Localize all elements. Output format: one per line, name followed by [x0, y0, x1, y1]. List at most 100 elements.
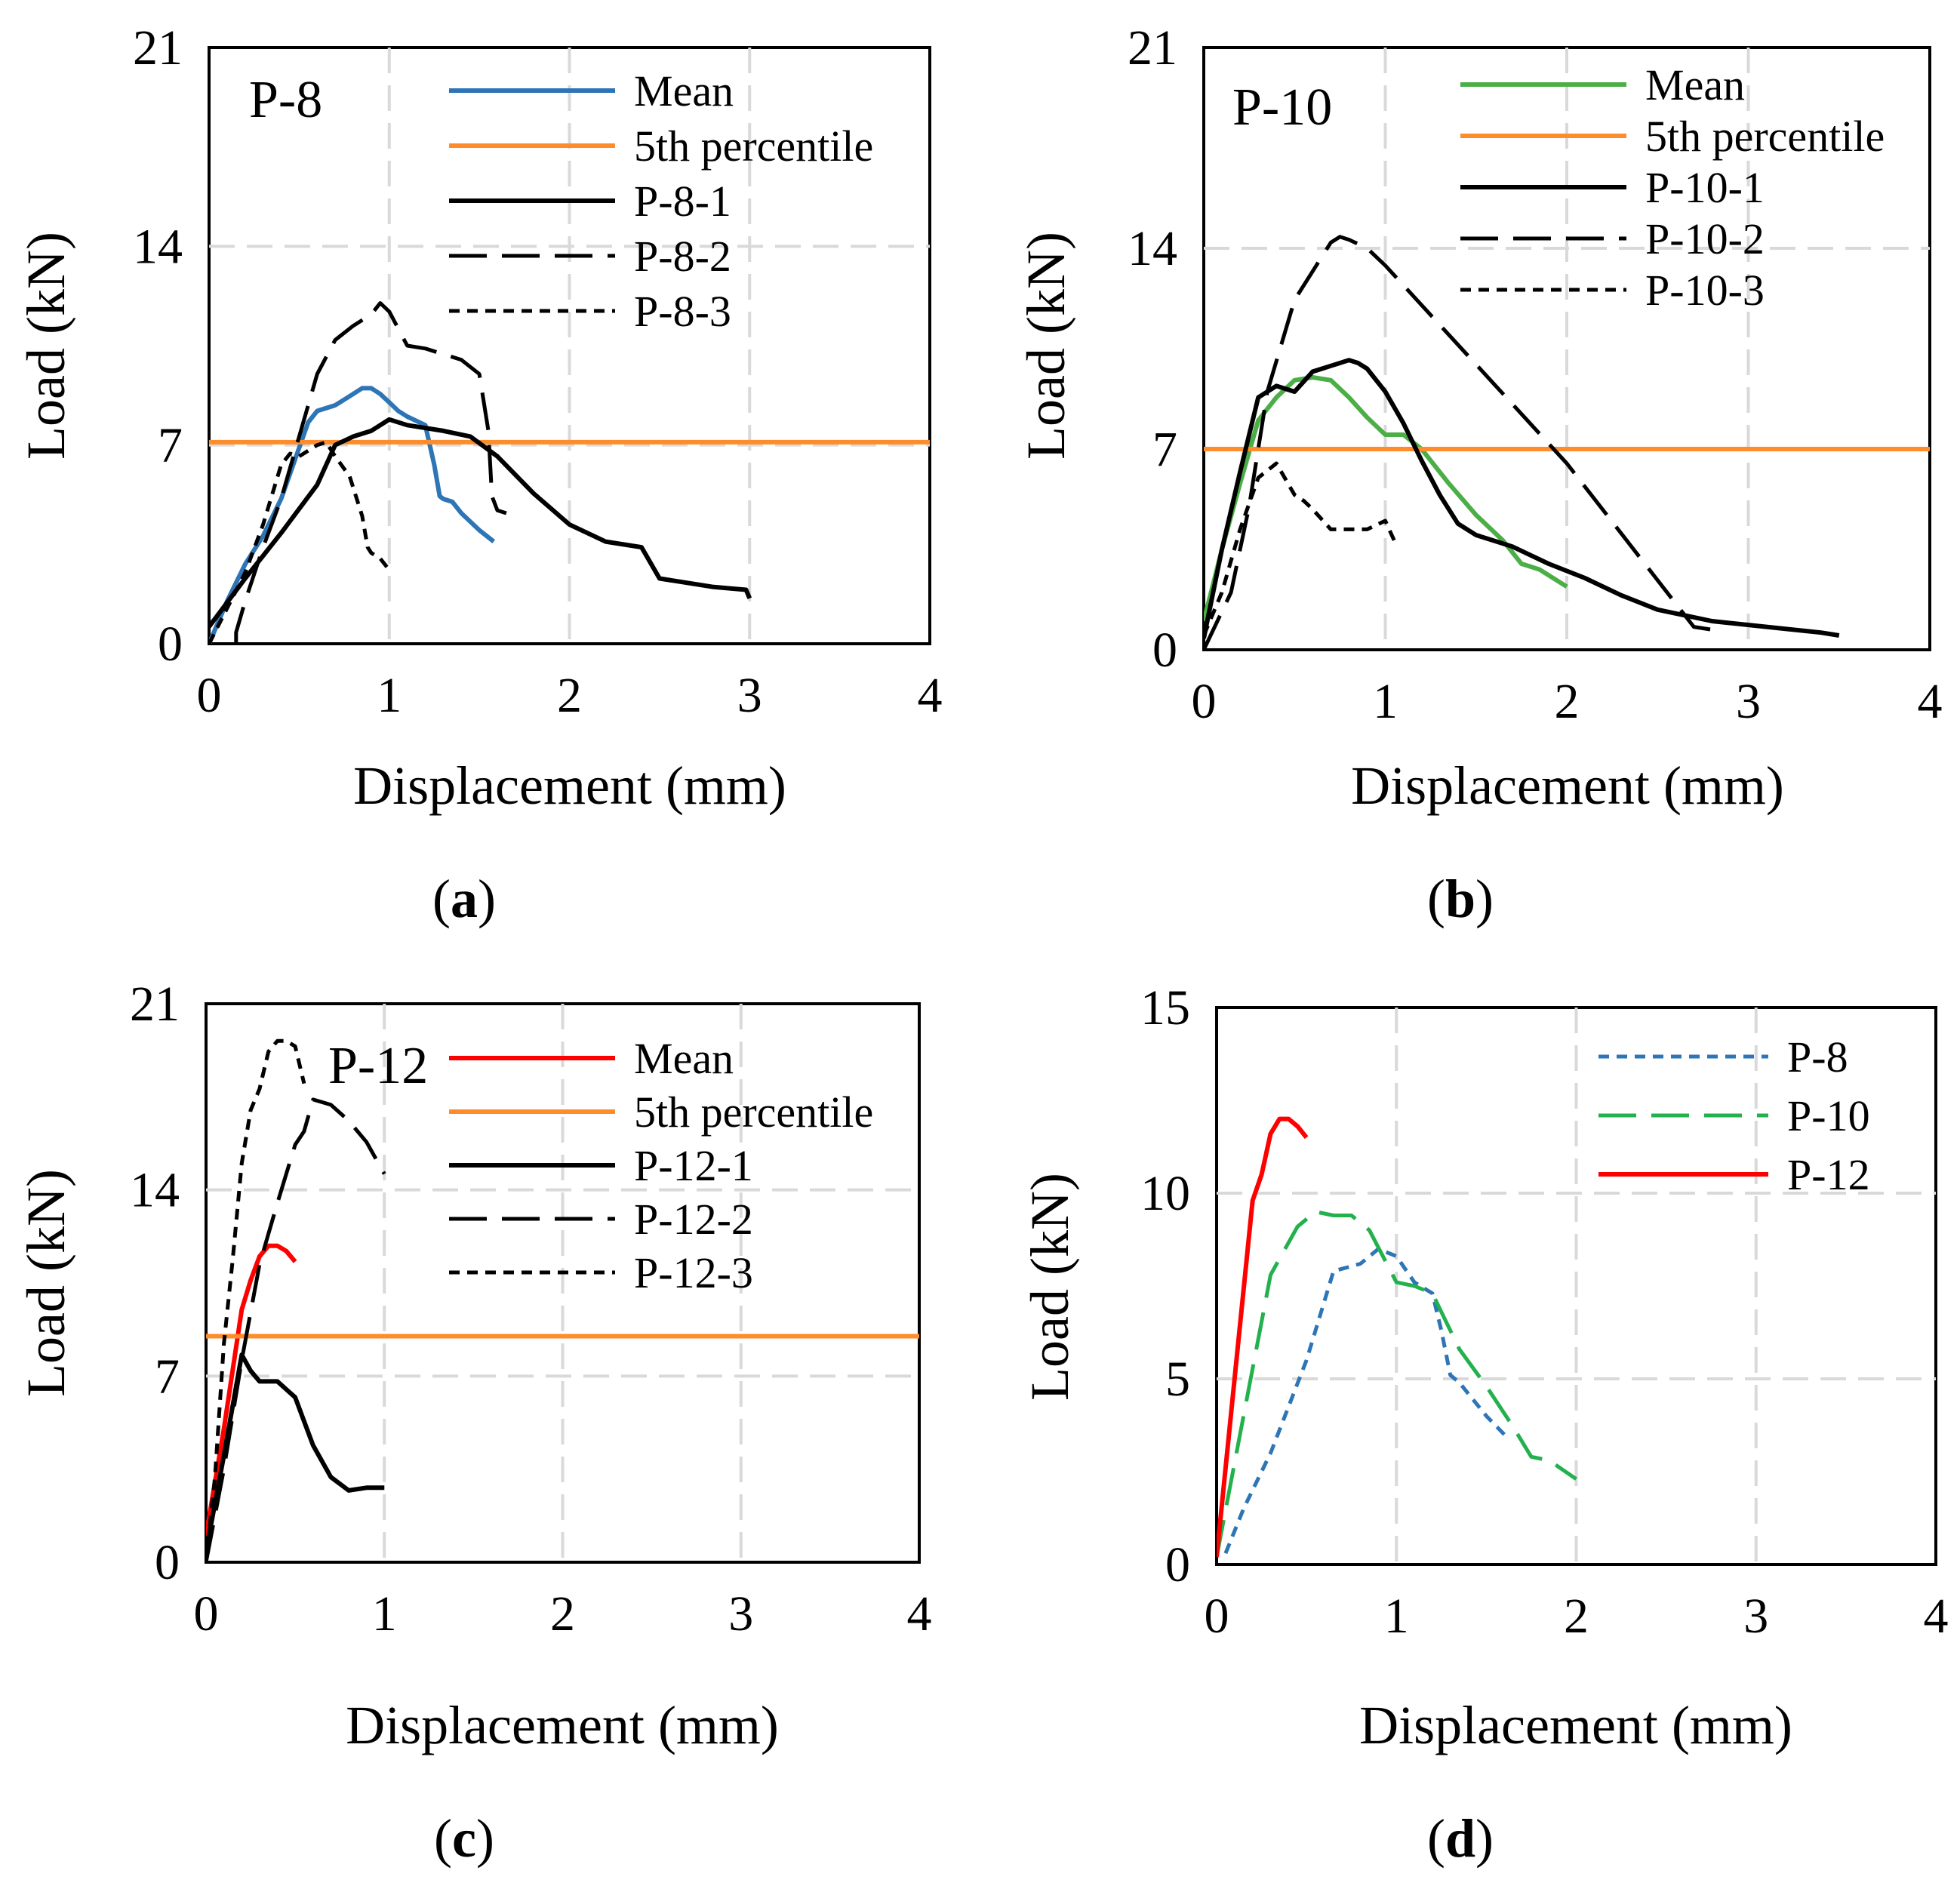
- x-tick-label: 1: [372, 1586, 397, 1641]
- panel-title-b: P-10: [1232, 78, 1332, 137]
- x-axis-label-c: Displacement (mm): [346, 1695, 779, 1755]
- y-tick-label: 7: [158, 418, 183, 473]
- x-tick-label: 1: [1373, 674, 1398, 729]
- series-line-p-10-3: [1204, 461, 1396, 636]
- caption-letter-d: d: [1445, 1808, 1475, 1869]
- y-tick-label: 10: [1140, 1166, 1190, 1221]
- legend-label: P-8-2: [634, 232, 731, 281]
- chart-marks-d: [1217, 1008, 1936, 1564]
- legend-d: P-8 P-10 P-12: [1598, 1032, 1870, 1199]
- legend-label: Mean: [634, 1034, 734, 1083]
- series-group: [209, 301, 930, 644]
- legend-label: P-8: [1787, 1032, 1848, 1081]
- caption-c: (c): [434, 1808, 494, 1869]
- x-tick-label: 0: [194, 1586, 219, 1641]
- y-tick-label: 21: [130, 977, 180, 1032]
- series-line-p-10-2: [1204, 235, 1712, 650]
- y-tick-label: 0: [1165, 1537, 1190, 1592]
- x-tick-label: 4: [1918, 674, 1943, 729]
- y-tick-label: 0: [158, 617, 183, 672]
- legend-label: Mean: [634, 66, 734, 115]
- series-line-mean: [209, 386, 496, 644]
- series-line-p-10: [1217, 1210, 1577, 1558]
- legend-label: P-12-1: [634, 1141, 753, 1190]
- y-tick-label: 14: [1128, 221, 1177, 276]
- series-line-p-12-1: [206, 1352, 385, 1552]
- series-line-p-8-2: [234, 301, 507, 644]
- y-tick-label: 21: [133, 20, 183, 75]
- x-axis-label-a: Displacement (mm): [353, 755, 786, 816]
- caption-letter-c: c: [452, 1808, 476, 1869]
- legend-label: P-10-3: [1645, 266, 1765, 315]
- legend-label: P-10: [1787, 1091, 1870, 1140]
- series-line-p-8-3: [209, 440, 391, 644]
- series-line-p-10-1: [1204, 358, 1840, 639]
- panel-title-a: P-8: [249, 71, 322, 129]
- y-axis-label-c: Load (kN): [16, 1169, 76, 1397]
- x-tick-label: 1: [377, 668, 402, 723]
- x-tick-label: 3: [728, 1586, 753, 1641]
- y-axis-label-a: Load (kN): [16, 232, 76, 460]
- legend-label: P-12-3: [634, 1248, 753, 1297]
- caption-a: (a): [432, 869, 496, 929]
- legend-a: Mean 5th percentile P-8-1 P-8-2 P-8-3: [449, 66, 873, 336]
- panel-a: P-8 Mean 5th percentile P-8-1 P-8-2 P-8-3 Di…: [16, 20, 943, 929]
- x-tick-label: 2: [1564, 1589, 1589, 1644]
- x-tick-label: 0: [1205, 1589, 1229, 1644]
- y-tick-label: 21: [1128, 20, 1177, 75]
- y-axis-label-d: Load (kN): [1020, 1173, 1080, 1401]
- y-tick-label: 0: [1152, 623, 1177, 678]
- y-tick-label: 14: [133, 219, 183, 274]
- x-tick-label: 4: [907, 1586, 932, 1641]
- y-tick-label: 14: [130, 1163, 180, 1218]
- x-tick-label: 1: [1384, 1589, 1409, 1644]
- x-axis-label-d: Displacement (mm): [1359, 1695, 1792, 1755]
- y-tick-label: 5: [1165, 1352, 1190, 1407]
- series-line-mean: [1204, 375, 1568, 622]
- legend-label: Mean: [1645, 60, 1745, 109]
- chart-marks-b: [1204, 48, 1930, 650]
- x-tick-label: 4: [918, 668, 943, 723]
- legend-label: P-12-2: [634, 1195, 753, 1244]
- series-group: [1217, 1116, 1577, 1558]
- series-line-p-12-2: [206, 1097, 386, 1562]
- legend-label: 5th percentile: [634, 1088, 873, 1137]
- caption-letter-b: b: [1445, 869, 1475, 929]
- y-tick-label: 7: [1152, 422, 1177, 477]
- y-tick-label: 15: [1140, 980, 1190, 1035]
- series-line-mean: [206, 1243, 297, 1537]
- series-group: [206, 1038, 919, 1562]
- legend-label: P-10-2: [1645, 214, 1765, 263]
- series-line-p-8: [1223, 1247, 1506, 1555]
- legend-label: P-8-1: [634, 177, 731, 226]
- series-line-p-8-1: [209, 417, 752, 629]
- caption-letter-a: a: [451, 869, 478, 929]
- legend-label: P-12: [1787, 1150, 1870, 1199]
- legend-label: 5th percentile: [634, 122, 873, 171]
- panel-d: P-8P-10P-12 Displacement (mm) Load (kN) …: [1020, 980, 1949, 1869]
- panel-title-c: P-12: [328, 1037, 428, 1095]
- x-tick-label: 3: [737, 668, 762, 723]
- caption-d: (d): [1427, 1808, 1494, 1869]
- y-axis-label-b: Load (kN): [1016, 232, 1076, 460]
- chart-marks-c: [206, 1004, 919, 1562]
- x-tick-label: 2: [557, 668, 582, 723]
- y-tick-label: 7: [155, 1349, 180, 1404]
- x-tick-label: 0: [197, 668, 222, 723]
- caption-b: (b): [1427, 869, 1494, 929]
- x-tick-label: 2: [550, 1586, 575, 1641]
- series-group: [1204, 235, 1930, 650]
- legend-label: P-8-3: [634, 287, 731, 336]
- y-tick-label: 0: [155, 1535, 180, 1590]
- x-axis-label-b: Displacement (mm): [1351, 755, 1784, 816]
- legend-label: 5th percentile: [1645, 112, 1885, 161]
- series-line-p-12: [1217, 1116, 1309, 1558]
- x-tick-label: 0: [1192, 674, 1217, 729]
- x-tick-label: 3: [1736, 674, 1761, 729]
- x-tick-label: 2: [1555, 674, 1580, 729]
- x-tick-label: 4: [1924, 1589, 1949, 1644]
